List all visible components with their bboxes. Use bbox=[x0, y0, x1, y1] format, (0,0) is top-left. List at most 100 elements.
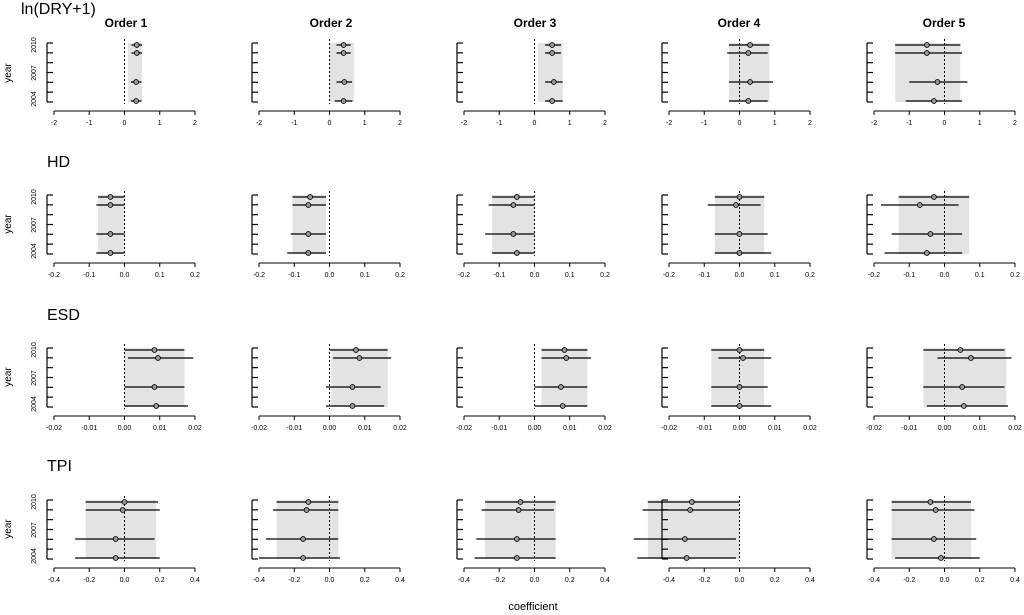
estimate-point bbox=[340, 50, 347, 56]
estimate-point bbox=[300, 536, 306, 542]
y-axis-title: year bbox=[3, 214, 14, 234]
estimate-point bbox=[736, 347, 743, 353]
x-axis-title: coefficient bbox=[508, 601, 557, 613]
confidence-band bbox=[898, 195, 970, 254]
panel: -0.02 -0.01 0.00 0.01 0.02 bbox=[661, 344, 817, 432]
x-tick-label: -0.2 bbox=[663, 272, 675, 279]
row-titles: ln(DRY+1) HD ESD TPI bbox=[21, 1, 96, 475]
x-tick-label: -0.2 bbox=[868, 272, 880, 279]
panel: -2 -1 0 1 2 bbox=[661, 39, 812, 127]
estimate-point bbox=[733, 202, 739, 208]
x-tick-label: 0 bbox=[123, 120, 127, 127]
estimate-point bbox=[151, 347, 158, 353]
x-tick-label: 0.0 bbox=[120, 577, 130, 584]
x-tick-label: -2 bbox=[871, 120, 877, 127]
x-tick-label: -0.4 bbox=[48, 577, 60, 584]
estimate-point bbox=[107, 231, 114, 237]
estimate-point bbox=[938, 555, 944, 561]
estimate-point bbox=[924, 50, 930, 56]
x-tick-label: 0.4 bbox=[805, 577, 815, 584]
estimate-point bbox=[959, 384, 965, 390]
x-tick-label: -2 bbox=[461, 120, 467, 127]
year-tick-label: 2010 bbox=[31, 189, 38, 205]
x-tick-label: 0.4 bbox=[190, 577, 200, 584]
x-tick-label: -0.01 bbox=[491, 425, 507, 432]
estimate-point bbox=[349, 384, 356, 390]
estimate-point bbox=[551, 79, 557, 85]
x-tick-label: 2 bbox=[398, 120, 402, 127]
x-tick-label: 2 bbox=[193, 120, 197, 127]
estimate-point bbox=[107, 202, 114, 208]
x-tick-label: 0.1 bbox=[360, 272, 370, 279]
panel: -0.2 -0.1 0.0 0.1 0.2 bbox=[456, 191, 610, 279]
x-tick-label: 1 bbox=[978, 120, 982, 127]
x-tick-label: 0.00 bbox=[528, 425, 542, 432]
estimate-point bbox=[305, 499, 312, 505]
estimate-point bbox=[107, 194, 114, 200]
x-tick-label: 0.00 bbox=[323, 425, 337, 432]
x-tick-label: 0.02 bbox=[598, 425, 612, 432]
estimate-point bbox=[305, 231, 312, 237]
x-tick-label: -0.2 bbox=[288, 577, 300, 584]
estimate-point bbox=[682, 536, 688, 542]
x-tick-label: 0.1 bbox=[770, 272, 780, 279]
estimate-point bbox=[561, 347, 568, 353]
panel: 2010 2007 2004 -0.2 -0.1 0.0 0.1 0.2 bbox=[31, 189, 200, 279]
x-tick-label: 0.2 bbox=[975, 577, 985, 584]
x-tick-label: 2 bbox=[808, 120, 812, 127]
x-tick-label: -0.2 bbox=[493, 577, 505, 584]
x-tick-label: 0.01 bbox=[153, 425, 167, 432]
x-tick-label: 1 bbox=[363, 120, 367, 127]
estimate-point bbox=[510, 231, 517, 237]
year-tick-label: 2004 bbox=[31, 243, 38, 259]
panel: -0.02 -0.01 0.00 0.01 0.02 bbox=[251, 344, 407, 432]
x-tick-label: 0.1 bbox=[975, 272, 985, 279]
estimate-point bbox=[559, 403, 566, 409]
estimate-point bbox=[689, 499, 695, 505]
x-tick-label: 0.2 bbox=[600, 272, 610, 279]
y-axis-titles: year year year year bbox=[3, 63, 14, 539]
estimate-point bbox=[736, 194, 743, 200]
estimate-point bbox=[305, 202, 312, 208]
column-title-order-2: Order 2 bbox=[310, 16, 353, 30]
x-tick-label: 0.4 bbox=[600, 577, 610, 584]
estimate-point bbox=[745, 98, 752, 104]
x-tick-label: -2 bbox=[666, 120, 672, 127]
column-title-order-1: Order 1 bbox=[105, 16, 148, 30]
estimate-point bbox=[107, 250, 114, 256]
panel: -0.4 -0.2 0.0 0.2 0.4 bbox=[633, 496, 815, 584]
x-tick-label: 0.0 bbox=[530, 577, 540, 584]
estimate-point bbox=[968, 355, 974, 361]
x-tick-label: -0.02 bbox=[251, 425, 267, 432]
x-tick-label: 0.02 bbox=[1008, 425, 1022, 432]
x-tick-label: -0.01 bbox=[286, 425, 302, 432]
x-tick-label: 0.0 bbox=[325, 577, 335, 584]
panel: -0.2 -0.1 0.0 0.1 0.2 bbox=[661, 191, 815, 279]
x-tick-label: 0 bbox=[328, 120, 332, 127]
estimate-point bbox=[514, 555, 520, 561]
panel: -0.4 -0.2 0.0 0.2 0.4 bbox=[866, 496, 1020, 584]
x-tick-label: 0.4 bbox=[395, 577, 405, 584]
x-tick-label: 1 bbox=[568, 120, 572, 127]
year-tick-label: 2007 bbox=[31, 522, 38, 538]
x-tick-label: -0.1 bbox=[903, 272, 915, 279]
x-tick-label: -0.2 bbox=[458, 272, 470, 279]
x-tick-label: 0.2 bbox=[770, 577, 780, 584]
estimate-point bbox=[931, 98, 937, 104]
estimate-point bbox=[736, 231, 743, 237]
estimate-point bbox=[745, 50, 752, 56]
x-tick-label: -0.02 bbox=[456, 425, 472, 432]
estimate-point bbox=[558, 384, 564, 390]
estimate-point bbox=[303, 507, 310, 513]
panel: 2010 2007 2004 -0.4 -0.2 0.0 0.2 0.4 bbox=[31, 494, 200, 584]
x-tick-label: 0.2 bbox=[805, 272, 815, 279]
x-tick-label: -0.1 bbox=[83, 272, 95, 279]
x-tick-label: 0 bbox=[943, 120, 947, 127]
panel: 2010 2007 2004 -0.02 -0.01 0.00 0.01 0.02 bbox=[31, 342, 202, 432]
x-tick-label: -0.01 bbox=[901, 425, 917, 432]
y-axis-title: year bbox=[3, 367, 14, 387]
estimate-point bbox=[927, 499, 934, 505]
column-title-order-4: Order 4 bbox=[718, 16, 761, 30]
estimate-point bbox=[356, 355, 363, 361]
